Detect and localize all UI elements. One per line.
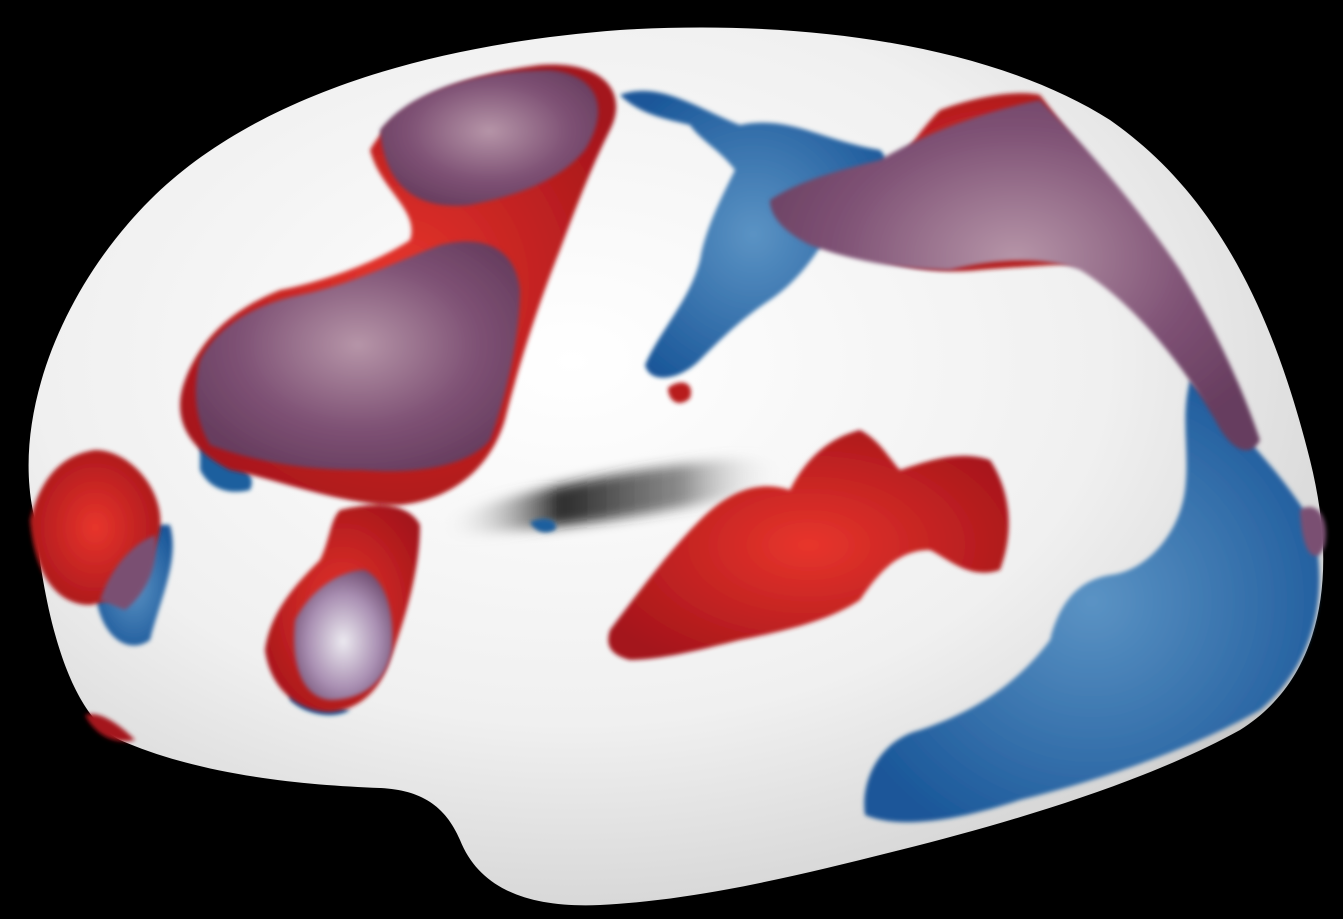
blue-region-posterior: [864, 380, 1320, 823]
red-region-small-dot: [668, 382, 691, 403]
overlap-region-parietal: [770, 100, 1260, 451]
overlap-region-middle-frontal: [195, 241, 520, 472]
red-region-temporal-pole: [85, 714, 135, 742]
lateral-sulcus-shadow: [440, 459, 786, 535]
red-region-superior-temporal: [608, 430, 1009, 660]
overlap-regions: [100, 70, 1326, 700]
overlap-region-frontal-pole: [100, 535, 156, 610]
overlap-region-occipital: [1300, 506, 1326, 556]
overlap-region-inferior-frontal: [294, 570, 393, 700]
blue-region-superior: [620, 90, 887, 378]
overlap-region-superior-frontal: [380, 70, 599, 206]
blue-region-small-dot: [530, 518, 556, 533]
